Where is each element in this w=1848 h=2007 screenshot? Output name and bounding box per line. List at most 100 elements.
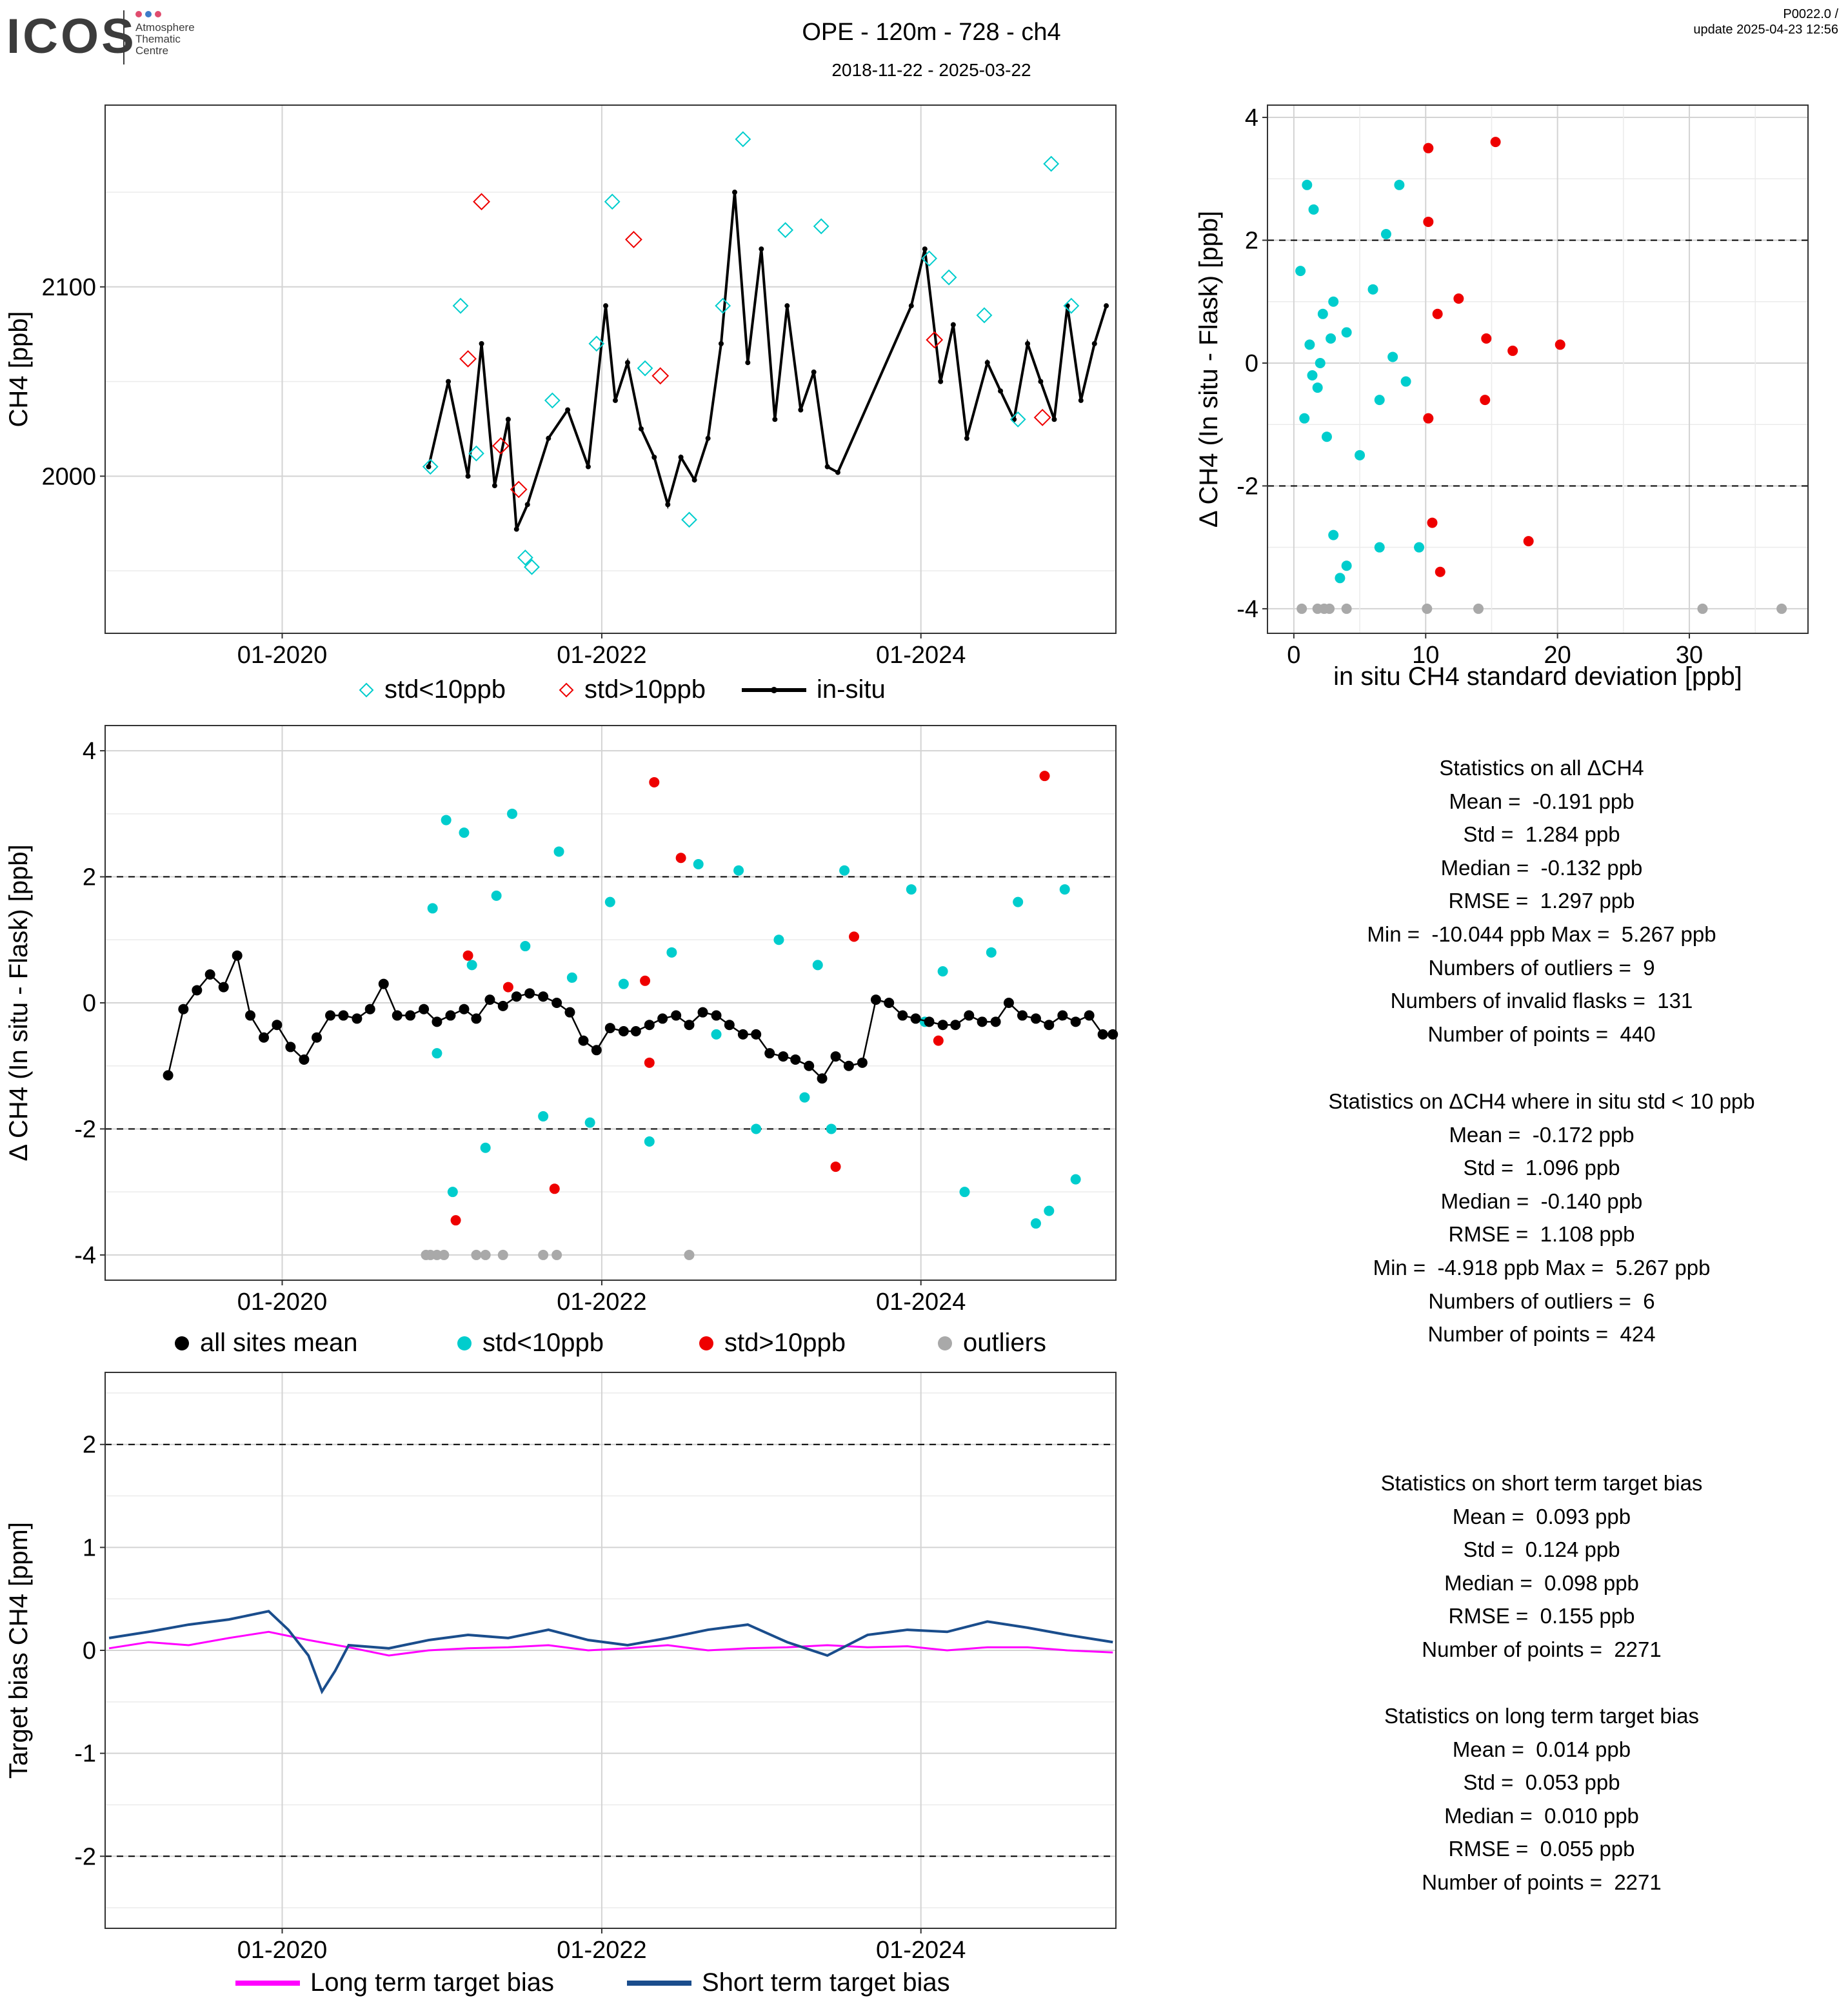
x-tick-label: 10 xyxy=(1412,642,1439,669)
scatter-point-std-10ppb xyxy=(1341,560,1352,571)
delta-point-std-10ppb xyxy=(432,1048,442,1059)
in-situ-point xyxy=(665,502,671,508)
delta-point-std-10ppb xyxy=(1039,771,1050,782)
scatter-point-std-10ppb xyxy=(1328,296,1339,307)
delta-point-std-10ppb xyxy=(1013,896,1024,907)
delta-point-std-10ppb xyxy=(462,950,473,961)
delta-point-outliers xyxy=(538,1249,549,1260)
stats-line: Median = -0.140 ppb xyxy=(1440,1189,1643,1213)
all-sites-mean-point xyxy=(790,1054,801,1065)
scatter-point-outliers xyxy=(1697,603,1708,614)
in-situ-point xyxy=(603,303,609,309)
in-situ-point xyxy=(513,526,519,532)
x-tick-label: 01-2024 xyxy=(876,1289,966,1316)
delta-point-std-10ppb xyxy=(466,960,477,971)
scatter-point-outliers xyxy=(1422,603,1433,614)
in-situ-point xyxy=(651,455,657,460)
flask-diamond-std-low xyxy=(1043,155,1060,172)
all-sites-mean-point xyxy=(1084,1010,1095,1021)
stats-line: RMSE = 0.155 ppb xyxy=(1448,1604,1635,1628)
scatter-point-std-10ppb xyxy=(1317,308,1328,319)
in-situ-point xyxy=(492,483,497,489)
scatter-point-std-10ppb xyxy=(1299,413,1310,424)
in-situ-point xyxy=(638,426,644,431)
y-tick-label: -2 xyxy=(74,1116,96,1143)
flask-diamond-std-high xyxy=(651,367,670,385)
in-situ-point xyxy=(1078,397,1084,403)
all-sites-mean-point xyxy=(484,994,495,1005)
all-sites-mean-point xyxy=(1097,1029,1108,1040)
flask-diamond-std-low xyxy=(517,549,533,566)
all-sites-mean-point xyxy=(751,1029,762,1040)
scatter-point-std-10ppb xyxy=(1304,339,1315,350)
delta-point-std-10ppb xyxy=(566,972,577,983)
all-sites-mean-point xyxy=(924,1016,935,1027)
stats-line: RMSE = 1.297 ppb xyxy=(1448,889,1635,913)
stats-line: Median = -0.132 ppb xyxy=(1440,855,1643,880)
stats-line: RMSE = 1.108 ppb xyxy=(1448,1222,1635,1247)
update-label: update 2025-04-23 12:56 xyxy=(1693,23,1838,37)
flask-diamond-std-high xyxy=(926,331,944,349)
scatter-point-std-10ppb xyxy=(1423,143,1434,153)
in-situ-point xyxy=(465,473,471,479)
all-sites-mean-point xyxy=(364,1004,375,1014)
stats-std10: Statistics on ΔCH4 where in situ std < 1… xyxy=(1277,1085,1806,1351)
scatter-point-std-10ppb xyxy=(1490,137,1501,148)
y-tick-label: -2 xyxy=(1237,473,1258,500)
in-situ-point xyxy=(1025,341,1031,346)
in-situ-point xyxy=(745,360,751,366)
delta-point-std-10ppb xyxy=(450,1215,461,1226)
all-sites-mean-point xyxy=(272,1020,283,1031)
flask-diamond-std-low xyxy=(452,297,469,314)
legend-key xyxy=(175,1336,189,1350)
delta-point-std-10ppb xyxy=(644,1057,655,1068)
figure-title: OPE - 120m - 728 - ch4 xyxy=(802,19,1060,46)
delta-point-std-10ppb xyxy=(751,1123,762,1134)
plot-border xyxy=(1267,104,1809,634)
flask-diamond-std-low xyxy=(468,445,484,462)
delta-point-std-10ppb xyxy=(933,1035,944,1046)
legend-key xyxy=(359,682,374,698)
x-tick-label: 01-2024 xyxy=(876,642,966,669)
flask-diamond-std-low xyxy=(921,250,938,267)
all-sites-mean-point xyxy=(378,978,389,989)
stats-short-term: Statistics on short term target bias Mea… xyxy=(1277,1467,1806,1666)
all-sites-mean-point xyxy=(204,969,215,980)
legend-label: in-situ xyxy=(817,675,886,704)
logo-dot-red xyxy=(135,11,142,17)
scatter-point-std-10ppb xyxy=(1480,395,1491,406)
in-situ-point xyxy=(718,341,724,346)
all-sites-mean-point xyxy=(299,1054,310,1065)
in-situ-point xyxy=(524,502,530,508)
scatter-point-std-10ppb xyxy=(1400,376,1411,387)
stats-line: Std = 0.124 ppb xyxy=(1463,1537,1620,1562)
in-situ-point xyxy=(1051,417,1057,422)
all-sites-mean-point xyxy=(897,1010,908,1021)
all-sites-mean-point xyxy=(259,1032,270,1043)
all-sites-mean-point xyxy=(870,994,881,1005)
all-sites-mean-point xyxy=(937,1020,948,1031)
y-tick-label: -4 xyxy=(1237,596,1258,623)
all-sites-mean-point xyxy=(564,1007,575,1018)
in-situ-point xyxy=(835,470,840,475)
scatter-point-std-10ppb xyxy=(1394,179,1405,190)
all-sites-mean-point xyxy=(604,1023,615,1034)
in-situ-point xyxy=(546,435,551,441)
stats-heading: Statistics on long term target bias xyxy=(1384,1704,1699,1728)
all-sites-mean-point xyxy=(990,1016,1001,1027)
flask-diamond-std-low xyxy=(976,307,993,324)
flask-diamond-std-low xyxy=(604,193,621,210)
delta-point-std-10ppb xyxy=(1030,1218,1041,1229)
x-tick-label: 01-2022 xyxy=(557,1289,646,1316)
y-tick-label: 2 xyxy=(83,864,96,891)
all-sites-mean-point xyxy=(245,1010,256,1021)
delta-point-std-10ppb xyxy=(937,966,948,977)
delta-point-std-10ppb xyxy=(675,853,686,864)
delta-point-std-10ppb xyxy=(649,776,660,787)
in-situ-point xyxy=(950,322,956,328)
stats-line: Mean = -0.172 ppb xyxy=(1449,1122,1634,1147)
y-tick-label: 2000 xyxy=(41,463,96,490)
all-sites-mean-point xyxy=(338,1010,349,1021)
stats-line: Std = 1.096 ppb xyxy=(1463,1156,1620,1180)
